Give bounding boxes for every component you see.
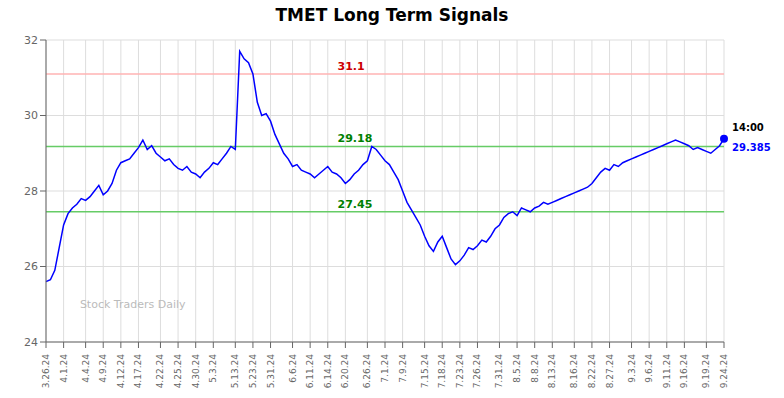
svg-text:6.6.24: 6.6.24 <box>288 354 298 383</box>
svg-text:4.17.24: 4.17.24 <box>133 354 143 389</box>
html-text:Stock Traders Daily: Stock Traders Daily <box>79 297 186 311</box>
svg-text:32: 32 <box>24 34 38 47</box>
svg-text:14:00: 14:00 <box>732 122 764 133</box>
svg-text:27.45: 27.45 <box>338 198 373 211</box>
svg-text:9.16.24: 9.16.24 <box>679 354 689 389</box>
svg-text:26: 26 <box>24 260 38 273</box>
svg-text:4.30.24: 4.30.24 <box>191 354 201 389</box>
svg-text:7.15.24: 7.15.24 <box>420 354 430 389</box>
svg-text:28: 28 <box>24 185 38 198</box>
svg-text:6.26.24: 6.26.24 <box>362 354 372 389</box>
svg-text:6.14.24: 6.14.24 <box>323 354 333 389</box>
svg-text:24: 24 <box>24 336 38 349</box>
svg-text:5.3.24: 5.3.24 <box>208 354 218 383</box>
svg-text:4.25.24: 4.25.24 <box>173 354 183 389</box>
html-text:TMET Long Term Signals: TMET Long Term Signals <box>275 5 509 25</box>
svg-text:5.23.24: 5.23.24 <box>248 354 258 389</box>
svg-text:8.22.24: 8.22.24 <box>587 354 597 389</box>
svg-text:4.9.24: 4.9.24 <box>98 354 108 383</box>
svg-text:8.13.24: 8.13.24 <box>547 354 557 389</box>
svg-text:29.18: 29.18 <box>338 132 373 145</box>
svg-text:8.16.24: 8.16.24 <box>569 354 579 389</box>
svg-text:5.31.24: 5.31.24 <box>266 354 276 389</box>
svg-text:4.1.24: 4.1.24 <box>59 354 69 383</box>
svg-text:8.8.24: 8.8.24 <box>530 354 540 383</box>
svg-text:4.4.24: 4.4.24 <box>81 354 91 383</box>
svg-text:9.24.24: 9.24.24 <box>719 354 729 389</box>
svg-text:7.18.24: 7.18.24 <box>437 354 447 389</box>
svg-text:7.23.24: 7.23.24 <box>455 354 465 389</box>
svg-text:4.22.24: 4.22.24 <box>155 354 165 389</box>
svg-text:9.3.24: 9.3.24 <box>627 354 637 383</box>
svg-text:4.12.24: 4.12.24 <box>116 354 126 389</box>
svg-text:6.11.24: 6.11.24 <box>305 354 315 389</box>
svg-text:29.385: 29.385 <box>732 142 771 153</box>
svg-text:8.27.24: 8.27.24 <box>605 354 615 389</box>
svg-text:7.26.24: 7.26.24 <box>472 354 482 389</box>
svg-text:9.6.24: 9.6.24 <box>644 354 654 383</box>
svg-text:31.1: 31.1 <box>338 60 365 73</box>
svg-text:5.13.24: 5.13.24 <box>230 354 240 389</box>
svg-text:30: 30 <box>24 109 38 122</box>
svg-text:9.11.24: 9.11.24 <box>662 354 672 389</box>
svg-text:8.5.24: 8.5.24 <box>512 354 522 383</box>
svg-text:7.31.24: 7.31.24 <box>494 354 504 389</box>
svg-text:7.1.24: 7.1.24 <box>380 354 390 383</box>
svg-text:9.19.24: 9.19.24 <box>701 354 711 389</box>
svg-text:6.20.24: 6.20.24 <box>340 354 350 389</box>
svg-text:7.9.24: 7.9.24 <box>398 354 408 383</box>
svg-text:3.26.24: 3.26.24 <box>41 354 51 389</box>
